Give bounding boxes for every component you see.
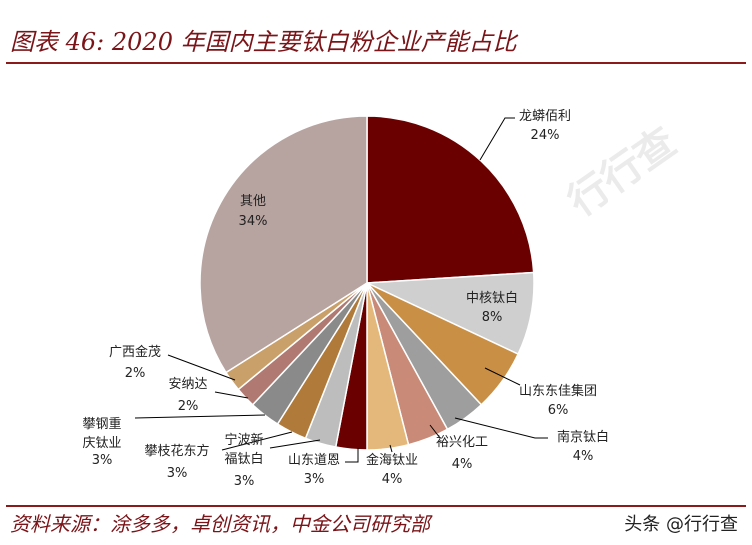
slice-value-label: 2%: [178, 399, 199, 414]
slice-value-label: 3%: [304, 472, 325, 487]
slice-value-label: 24%: [531, 128, 560, 143]
source-note: 资料来源：涂多多，卓创资讯，中金公司研究部: [10, 512, 430, 536]
slice-name-label: 广西金茂: [109, 344, 161, 360]
slice-value-label: 8%: [482, 310, 503, 325]
slice-value-label: 34%: [239, 214, 268, 229]
slice-name-label: 裕兴化工: [436, 435, 488, 450]
slice-value-label: 3%: [167, 466, 188, 481]
chart-title: 图表 46: 2020 年国内主要钛白粉企业产能占比: [10, 28, 517, 56]
slice-name-label: 其他: [240, 194, 266, 209]
slice-value-label: 6%: [548, 403, 569, 418]
leader-line: [221, 431, 293, 451]
leader-line: [454, 417, 548, 439]
slice-value-label: 4%: [452, 457, 473, 472]
leader-line: [479, 117, 515, 161]
leader-line: [269, 439, 321, 449]
slice-value-label: 4%: [382, 472, 403, 487]
slice-value-label: 4%: [573, 449, 594, 464]
title-divider: [6, 62, 746, 64]
slice-name-label: 山东道恩: [288, 453, 340, 468]
leader-line: [429, 424, 441, 439]
slice-name-label: 攀枝花东方: [144, 443, 209, 459]
slice-name-label: 攀钢重: [82, 416, 121, 432]
leader-line: [484, 367, 521, 386]
leader-line: [345, 448, 359, 463]
credit-text: 头条 @行行查: [624, 514, 738, 535]
leader-line: [167, 354, 236, 381]
slice-value-label: 3%: [234, 474, 255, 489]
slice-name-label: 南京钛白: [557, 429, 609, 445]
slice-value-label: 2%: [125, 366, 146, 381]
slice-name-label: 安纳达: [168, 377, 207, 392]
slice-name-label: 龙蟒佰利: [519, 109, 571, 124]
pie-slice: [366, 115, 535, 284]
slice-name-label: 庆钛业: [82, 436, 121, 451]
slice-name-label: 中核钛白: [466, 290, 518, 306]
leader-line: [134, 414, 266, 419]
pie-slice: [199, 115, 368, 374]
slice-name-label: 山东东佳集团: [519, 383, 597, 399]
slice-name-label: 福钛白: [224, 451, 263, 467]
slice-value-label: 3%: [92, 453, 113, 468]
leader-line: [389, 444, 393, 453]
leader-line: [214, 391, 249, 399]
footer-divider: [6, 505, 746, 507]
slice-name-label: 宁波新: [224, 432, 263, 448]
slice-name-label: 金海钛业: [366, 452, 418, 468]
